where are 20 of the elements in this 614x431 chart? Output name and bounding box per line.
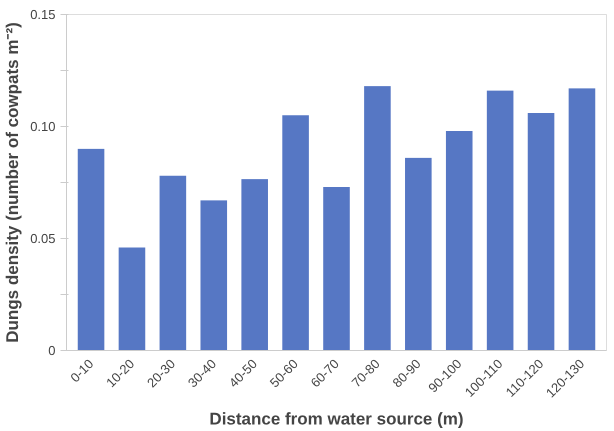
bar	[364, 86, 391, 350]
bar	[528, 113, 554, 350]
bar	[200, 200, 228, 350]
y-tick-label: 0.15	[30, 7, 56, 22]
bar	[568, 88, 596, 350]
bar	[241, 179, 268, 350]
bar	[282, 115, 309, 350]
bar	[160, 176, 186, 350]
x-axis-title: Distance from water source (m)	[209, 410, 464, 429]
y-tick-label: 0	[48, 343, 56, 358]
bar	[405, 158, 432, 350]
x-tick-label: 0-10	[67, 356, 96, 386]
y-axis-title: Dungs density (number of cowpats m⁻²)	[3, 22, 22, 343]
y-tick-label: 0.05	[30, 231, 56, 246]
y-tick-label: 0.10	[30, 119, 56, 134]
bar	[118, 247, 146, 350]
bar	[323, 186, 350, 350]
bar	[446, 130, 473, 350]
bar	[78, 148, 104, 350]
bar	[486, 90, 514, 350]
